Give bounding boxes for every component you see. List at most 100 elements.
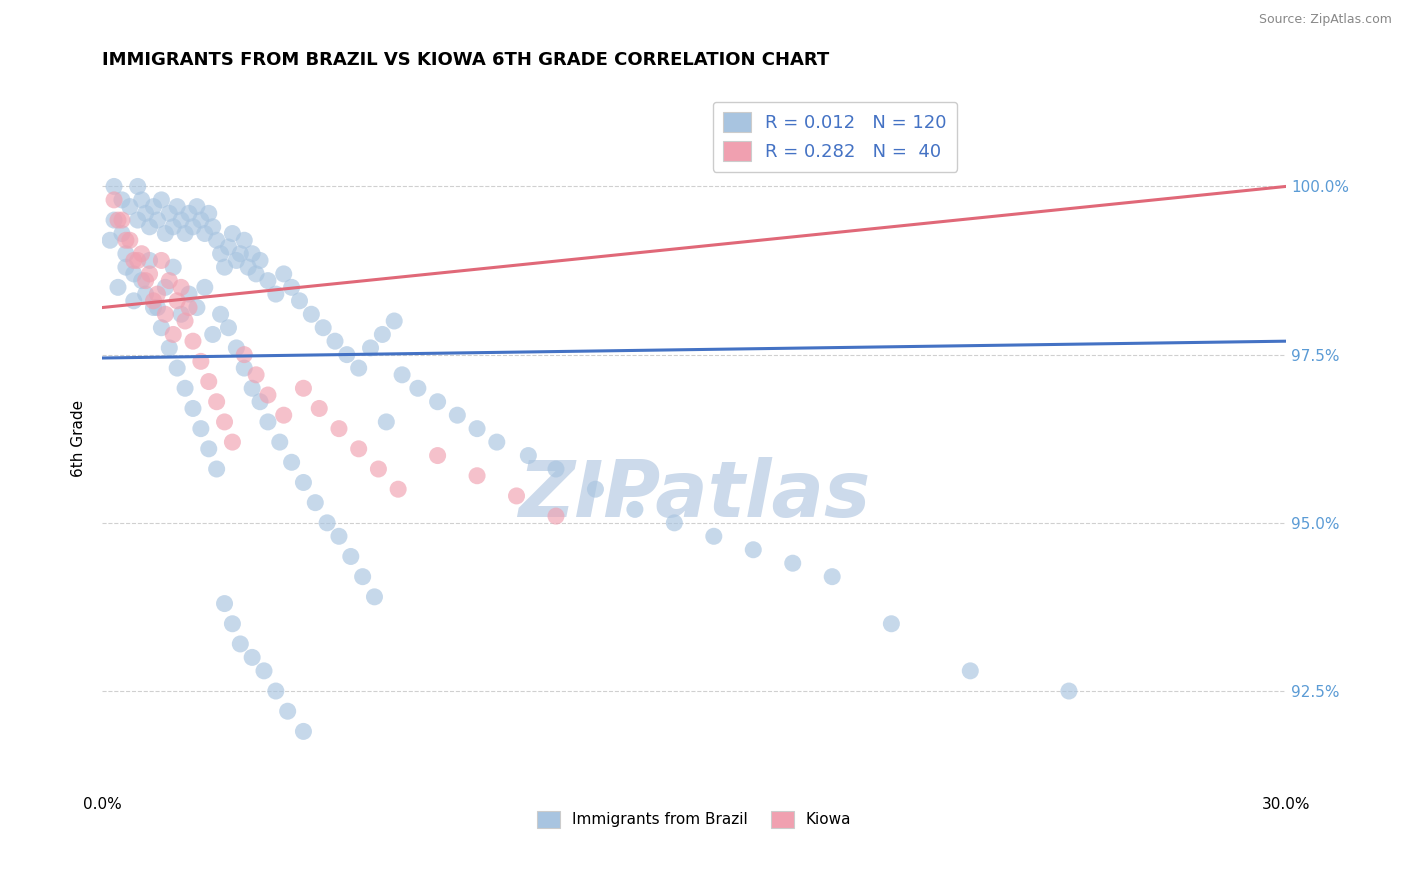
Point <box>201 219 224 234</box>
Point <box>186 200 208 214</box>
Point <box>249 253 271 268</box>
Point <box>218 320 240 334</box>
Point <box>111 193 134 207</box>
Point <box>624 502 647 516</box>
Point <box>181 219 204 234</box>
Text: Source: ZipAtlas.com: Source: ZipAtlas.com <box>1258 13 1392 27</box>
Point <box>264 287 287 301</box>
Point <box>150 320 173 334</box>
Point <box>103 179 125 194</box>
Point <box>821 569 844 583</box>
Point <box>517 449 540 463</box>
Point <box>209 246 232 260</box>
Point <box>214 597 236 611</box>
Point <box>174 381 197 395</box>
Point <box>155 280 177 294</box>
Point <box>225 253 247 268</box>
Point <box>426 394 449 409</box>
Point <box>170 307 193 321</box>
Point <box>218 240 240 254</box>
Point <box>107 213 129 227</box>
Point <box>245 267 267 281</box>
Point <box>465 422 488 436</box>
Point <box>583 482 606 496</box>
Point <box>544 509 567 524</box>
Point <box>406 381 429 395</box>
Point <box>150 253 173 268</box>
Point <box>880 616 903 631</box>
Point <box>371 327 394 342</box>
Point <box>197 206 219 220</box>
Point <box>181 334 204 348</box>
Point <box>131 246 153 260</box>
Point <box>157 341 180 355</box>
Point <box>170 213 193 227</box>
Point <box>177 206 200 220</box>
Point <box>214 260 236 275</box>
Point <box>111 227 134 241</box>
Point <box>174 314 197 328</box>
Point <box>205 462 228 476</box>
Point <box>257 415 280 429</box>
Point <box>122 267 145 281</box>
Point <box>221 616 243 631</box>
Point <box>162 260 184 275</box>
Point <box>103 213 125 227</box>
Point <box>174 227 197 241</box>
Point <box>352 569 374 583</box>
Point <box>375 415 398 429</box>
Point <box>316 516 339 530</box>
Point <box>181 401 204 416</box>
Point <box>103 193 125 207</box>
Point <box>138 253 160 268</box>
Point <box>238 260 260 275</box>
Point <box>157 274 180 288</box>
Point <box>426 449 449 463</box>
Point <box>150 193 173 207</box>
Point <box>340 549 363 564</box>
Point <box>190 354 212 368</box>
Point <box>166 361 188 376</box>
Point <box>292 724 315 739</box>
Point <box>122 253 145 268</box>
Point <box>142 301 165 315</box>
Point <box>190 422 212 436</box>
Point <box>162 219 184 234</box>
Point <box>205 233 228 247</box>
Point <box>277 704 299 718</box>
Point <box>280 455 302 469</box>
Point <box>782 556 804 570</box>
Point <box>177 301 200 315</box>
Point <box>360 341 382 355</box>
Point <box>240 650 263 665</box>
Point <box>253 664 276 678</box>
Point <box>363 590 385 604</box>
Point <box>221 227 243 241</box>
Point <box>111 213 134 227</box>
Point <box>304 496 326 510</box>
Point <box>273 408 295 422</box>
Point <box>209 307 232 321</box>
Point <box>1057 684 1080 698</box>
Point <box>703 529 725 543</box>
Point <box>166 200 188 214</box>
Point <box>391 368 413 382</box>
Point <box>505 489 527 503</box>
Point <box>328 529 350 543</box>
Point <box>194 280 217 294</box>
Point <box>146 287 169 301</box>
Point <box>115 246 138 260</box>
Point <box>131 193 153 207</box>
Point <box>135 287 157 301</box>
Point <box>249 394 271 409</box>
Point <box>127 213 149 227</box>
Point <box>288 293 311 308</box>
Text: ZIPatlas: ZIPatlas <box>517 458 870 533</box>
Point <box>186 301 208 315</box>
Point <box>382 314 405 328</box>
Point <box>387 482 409 496</box>
Point <box>138 219 160 234</box>
Point <box>221 435 243 450</box>
Point <box>367 462 389 476</box>
Point <box>197 375 219 389</box>
